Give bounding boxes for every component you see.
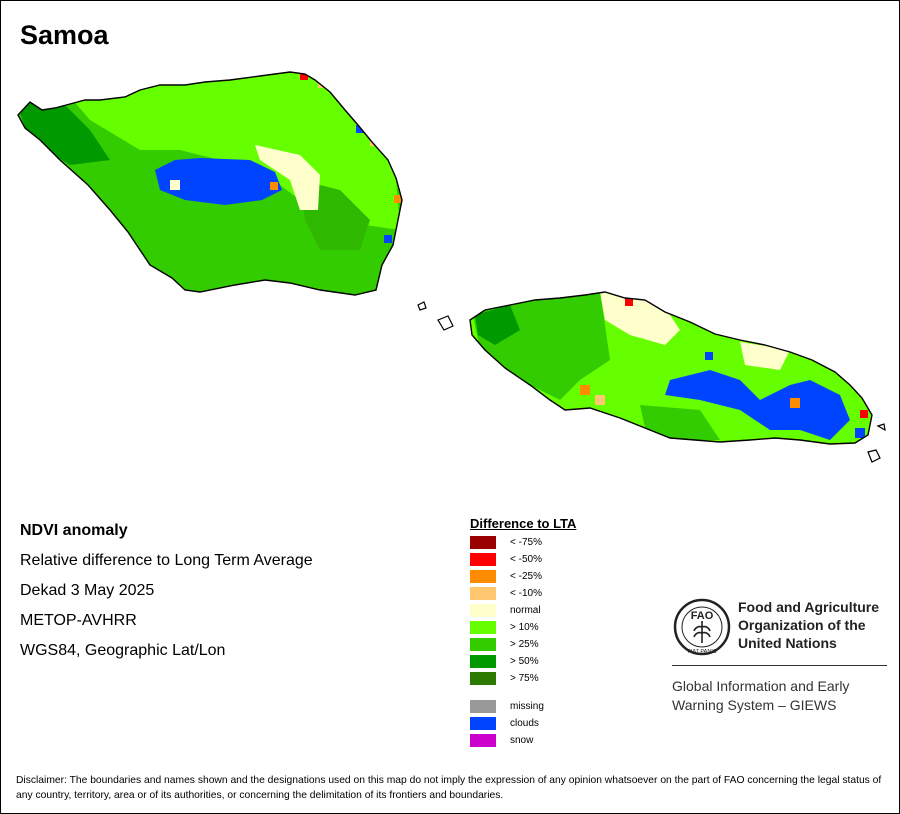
fao-logo: FAO FIAT PANIS — [672, 597, 732, 662]
small-island — [417, 301, 427, 311]
info-date: Dekad 3 May 2025 — [20, 582, 155, 599]
small-island — [867, 449, 881, 463]
org-divider — [672, 665, 887, 666]
legend-item: > 10% — [470, 621, 539, 634]
legend-item: > 25% — [470, 638, 539, 651]
legend-item: < -10% — [470, 587, 542, 600]
info-sensor: METOP-AVHRR — [20, 612, 137, 629]
legend-swatch — [470, 655, 496, 668]
legend-swatch — [470, 536, 496, 549]
fao-emblem-icon: FAO FIAT PANIS — [673, 598, 731, 656]
system-name: Global Information and Early Warning Sys… — [672, 678, 850, 713]
legend-item: < -25% — [470, 570, 542, 583]
upolu-island — [470, 292, 872, 444]
legend-swatch — [470, 570, 496, 583]
logo-motto: FIAT PANIS — [687, 649, 716, 655]
legend-item: > 50% — [470, 655, 539, 668]
info-description: Relative difference to Long Term Average — [20, 552, 313, 569]
small-island — [876, 423, 886, 432]
legend-swatch — [470, 734, 496, 747]
legend-swatch — [470, 604, 496, 617]
small-island — [437, 315, 454, 331]
legend-item-clouds: clouds — [470, 717, 539, 730]
info-title: NDVI anomaly — [20, 522, 128, 539]
legend-swatch — [470, 672, 496, 685]
map-title: Samoa — [20, 20, 109, 50]
legend-swatch — [470, 717, 496, 730]
upolu-coastline — [469, 291, 873, 445]
info-projection: WGS84, Geographic Lat/Lon — [20, 642, 226, 659]
legend-item: normal — [470, 604, 541, 617]
legend-item: < -50% — [470, 553, 542, 566]
legend-item: > 75% — [470, 672, 539, 685]
disclaimer: Disclaimer: The boundaries and names sho… — [16, 775, 882, 801]
savaii-island — [18, 72, 402, 295]
organization-name: Food and Agriculture Organization of the… — [738, 599, 880, 651]
logo-letters: FAO — [691, 610, 714, 622]
legend-swatch — [470, 553, 496, 566]
legend-title: Difference to LTA — [470, 516, 577, 531]
legend-swatch — [470, 700, 496, 713]
legend-item-missing: missing — [470, 700, 544, 713]
legend-swatch — [470, 621, 496, 634]
legend-swatch — [470, 638, 496, 651]
savaii-coastline — [17, 71, 403, 296]
legend-swatch — [470, 587, 496, 600]
legend-item-snow: snow — [470, 734, 533, 747]
map-area — [0, 60, 900, 480]
ndvi-map — [17, 71, 886, 463]
legend-item: < -75% — [470, 536, 542, 549]
